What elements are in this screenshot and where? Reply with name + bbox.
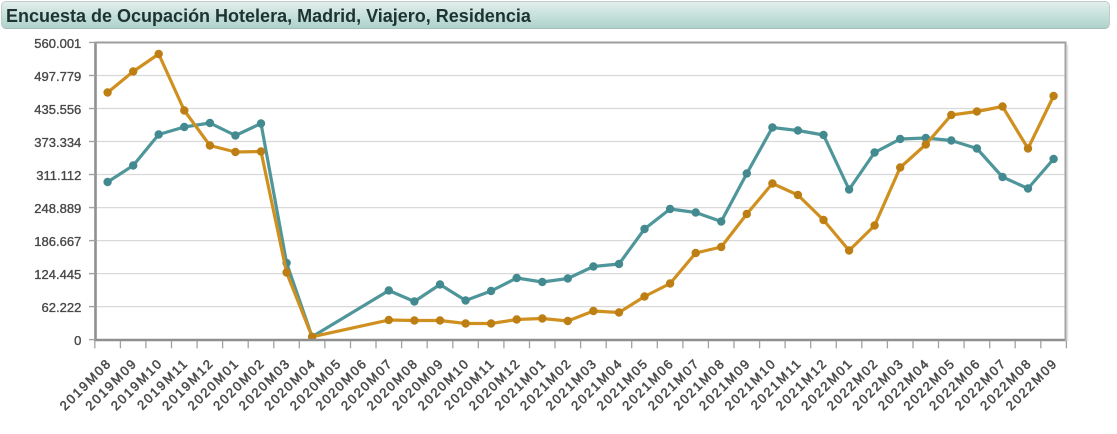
svg-text:62.222: 62.222 bbox=[42, 300, 82, 315]
svg-text:373.334: 373.334 bbox=[34, 135, 81, 150]
svg-text:124.445: 124.445 bbox=[34, 267, 81, 282]
svg-text:0: 0 bbox=[74, 333, 81, 348]
svg-text:560.001: 560.001 bbox=[34, 36, 81, 51]
svg-text:497.779: 497.779 bbox=[34, 69, 81, 84]
svg-text:311.112: 311.112 bbox=[36, 168, 81, 183]
svg-text:435.556: 435.556 bbox=[34, 102, 81, 117]
svg-text:248.889: 248.889 bbox=[34, 201, 81, 216]
svg-text:186.667: 186.667 bbox=[34, 234, 81, 249]
